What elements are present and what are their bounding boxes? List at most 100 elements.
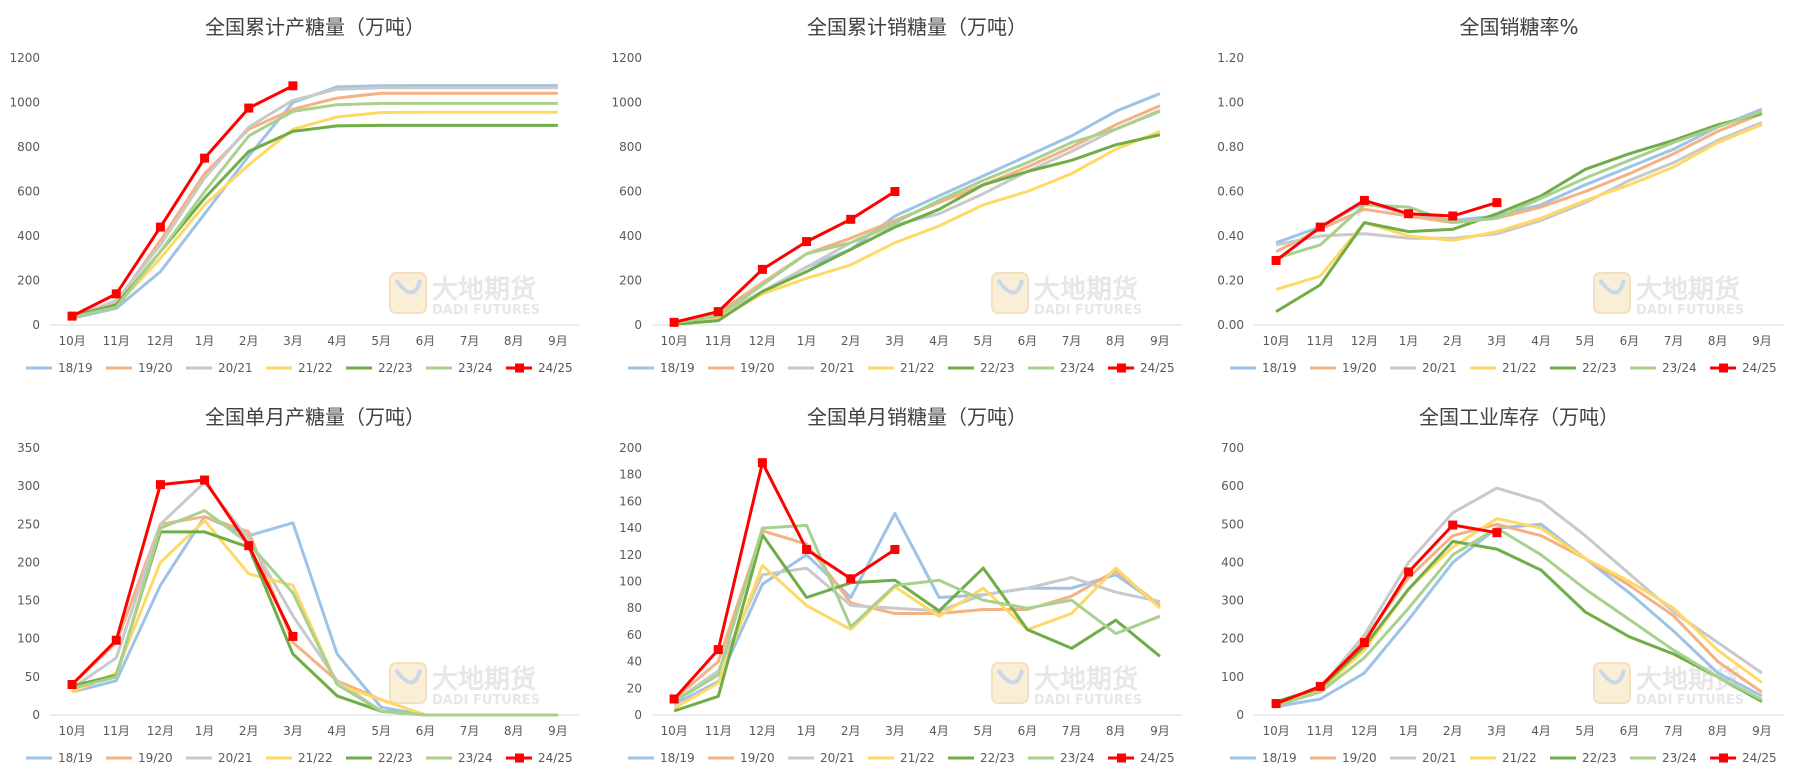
legend-label: 21/22 bbox=[298, 751, 333, 765]
legend-item: 24/25 bbox=[1710, 361, 1777, 375]
legend-label: 22/23 bbox=[980, 751, 1015, 765]
legend-item: 19/20 bbox=[708, 751, 775, 765]
x-tick-label: 10月 bbox=[58, 724, 85, 738]
legend-item: 18/19 bbox=[1230, 751, 1297, 765]
watermark-en: DADI FUTURES bbox=[1636, 303, 1744, 318]
series-line-22-23 bbox=[673, 133, 1161, 326]
series-line-23-24 bbox=[673, 523, 1161, 703]
series-line-18-19 bbox=[1275, 107, 1763, 245]
series-line-23-24 bbox=[1275, 109, 1763, 260]
data-point-marker bbox=[288, 81, 298, 91]
x-tick-label: 5月 bbox=[371, 334, 391, 348]
data-point-marker bbox=[200, 153, 210, 163]
x-tick-label: 3月 bbox=[1487, 334, 1507, 348]
legend-item: 19/20 bbox=[1310, 751, 1377, 765]
legend-label: 21/22 bbox=[900, 751, 935, 765]
legend-item: 19/20 bbox=[1310, 361, 1377, 375]
x-tick-label: 6月 bbox=[1018, 724, 1038, 738]
x-tick-label: 2月 bbox=[239, 334, 259, 348]
x-tick-label: 8月 bbox=[1708, 724, 1728, 738]
chart-panel-5: 全国单月销糖量（万吨） 大地期货 DADI FUTURES 0 20 40 60 80 100 1… bbox=[602, 390, 1204, 780]
legend: 18/19 19/20 20/21 21/22 22/23 23/24 24/25 bbox=[26, 361, 573, 375]
series-line-23-24 bbox=[71, 509, 558, 717]
legend-item: 22/23 bbox=[1550, 751, 1617, 765]
y-tick-label: 100 bbox=[1221, 670, 1244, 684]
x-tick-label: 8月 bbox=[1708, 334, 1728, 348]
y-tick-label: 800 bbox=[17, 140, 40, 154]
series-line-24-25 bbox=[71, 84, 294, 318]
y-tick-label: 400 bbox=[619, 229, 642, 243]
legend-label: 19/20 bbox=[138, 751, 173, 765]
y-tick-label: 1200 bbox=[611, 51, 642, 65]
y-tick-label: 600 bbox=[1221, 479, 1244, 493]
x-tick-label: 3月 bbox=[885, 724, 905, 738]
series-line-23-24 bbox=[1275, 526, 1763, 707]
legend-item: 19/20 bbox=[708, 361, 775, 375]
legend-label: 24/25 bbox=[538, 751, 573, 765]
data-point-marker bbox=[757, 458, 767, 468]
data-point-marker bbox=[244, 103, 254, 113]
legend-label: 19/20 bbox=[138, 361, 173, 375]
y-tick-label: 1.00 bbox=[1217, 96, 1244, 110]
legend: 18/19 19/20 20/21 21/22 22/23 23/24 24/25 bbox=[26, 751, 573, 765]
y-tick-label: 400 bbox=[17, 229, 40, 243]
legend-label: 21/22 bbox=[1502, 361, 1537, 375]
data-point-marker bbox=[1315, 681, 1325, 691]
legend-label: 19/20 bbox=[740, 361, 775, 375]
legend-item: 24/25 bbox=[506, 361, 573, 375]
data-point-marker bbox=[111, 289, 121, 299]
legend-label: 23/24 bbox=[458, 361, 493, 375]
y-tick-label: 140 bbox=[619, 521, 642, 535]
data-point-marker bbox=[155, 480, 165, 490]
y-tick-label: 250 bbox=[17, 517, 40, 531]
legend-label: 20/21 bbox=[820, 751, 855, 765]
y-tick-label: 800 bbox=[619, 140, 642, 154]
data-point-marker bbox=[155, 222, 165, 232]
y-tick-label: 0 bbox=[1236, 708, 1244, 722]
legend: 18/19 19/20 20/21 21/22 22/23 23/24 24/25 bbox=[628, 361, 1175, 375]
data-point-marker bbox=[669, 694, 679, 704]
data-point-marker bbox=[713, 645, 723, 655]
legend-label: 20/21 bbox=[218, 361, 253, 375]
data-point-marker bbox=[1448, 520, 1458, 530]
data-point-marker bbox=[890, 544, 900, 554]
legend-label: 22/23 bbox=[378, 751, 413, 765]
x-tick-label: 12月 bbox=[1351, 334, 1378, 348]
x-tick-label: 8月 bbox=[1106, 724, 1126, 738]
legend-item: 21/22 bbox=[868, 361, 935, 375]
x-tick-label: 8月 bbox=[504, 334, 524, 348]
chart-title: 全国单月产糖量（万吨） bbox=[205, 405, 425, 429]
legend-item: 22/23 bbox=[1550, 361, 1617, 375]
legend-label: 18/19 bbox=[1262, 361, 1297, 375]
legend-item: 21/22 bbox=[1470, 361, 1537, 375]
legend-item: 20/21 bbox=[788, 751, 855, 765]
legend-label: 20/21 bbox=[218, 751, 253, 765]
x-tick-label: 7月 bbox=[460, 724, 480, 738]
legend-marker bbox=[1719, 753, 1728, 763]
x-tick-label: 4月 bbox=[327, 334, 347, 348]
series-line-18-19 bbox=[1275, 522, 1763, 709]
y-tick-label: 0.60 bbox=[1217, 185, 1244, 199]
legend-label: 18/19 bbox=[1262, 751, 1297, 765]
y-tick-label: 0 bbox=[634, 318, 642, 332]
x-tick-label: 11月 bbox=[1307, 334, 1334, 348]
y-tick-label: 160 bbox=[619, 494, 642, 508]
series-line-22-23 bbox=[1275, 539, 1763, 704]
data-point-marker bbox=[713, 307, 723, 317]
series-line-20-21 bbox=[673, 566, 1161, 703]
y-tick-label: 40 bbox=[627, 655, 642, 669]
x-tick-label: 4月 bbox=[929, 724, 949, 738]
x-tick-label: 9月 bbox=[1150, 724, 1170, 738]
y-tick-label: 200 bbox=[17, 274, 40, 288]
x-tick-label: 3月 bbox=[885, 334, 905, 348]
legend-label: 23/24 bbox=[1060, 361, 1095, 375]
x-tick-label: 11月 bbox=[1307, 724, 1334, 738]
x-tick-label: 9月 bbox=[1752, 334, 1772, 348]
